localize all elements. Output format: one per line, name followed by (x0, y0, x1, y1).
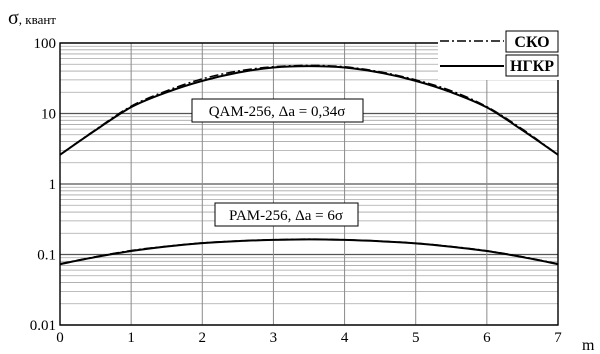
x-tick-label: 1 (127, 330, 135, 346)
annotation-qam: QAM-256, Δa = 0,34σ (191, 98, 364, 123)
annotation-pam-box (214, 202, 359, 227)
plot-border (59, 42, 559, 326)
annotation-qam-text: QAM-256, Δa = 0,34σ (209, 104, 346, 120)
y-axis-label: σ, квант (8, 7, 56, 29)
legend: СКО НГКР (438, 30, 592, 80)
x-tick-label: 3 (270, 330, 278, 346)
y-tick-label: 1 (49, 177, 57, 193)
series-ngkr-line-qam-256 (59, 65, 559, 156)
annotation-pam-text: PAM-256, Δa = 6σ (229, 208, 343, 224)
y-tick-label: 0.01 (30, 318, 56, 334)
x-tick-label: 2 (199, 330, 207, 346)
plot-frame (59, 42, 559, 326)
annotation-pam: PAM-256, Δa = 6σ (214, 202, 359, 227)
minor-grid (60, 45, 558, 305)
x-tick-label: 0 (56, 330, 64, 346)
y-tick-label: 0.1 (37, 248, 56, 264)
x-axis-label: m (582, 337, 595, 354)
series-layer (59, 64, 559, 266)
legend-ngkr-box (505, 54, 559, 77)
legend-sko-box (505, 30, 559, 53)
x-tick-label: 5 (412, 330, 420, 346)
x-tick-label: 7 (554, 330, 562, 346)
y-tick-label: 10 (41, 107, 56, 123)
y-tick-label: 100 (34, 36, 57, 52)
x-tick-labels: 0 1 2 3 4 5 6 7 (56, 330, 562, 346)
annotation-qam-box (191, 98, 364, 123)
series-ngkr-line-pam-256 (59, 238, 559, 266)
y-axis-symbol: σ (8, 7, 19, 29)
legend-ngkr-label: НГКР (510, 58, 554, 75)
y-tick-labels: 0.01 0.1 1 10 100 (30, 36, 56, 334)
x-tick-label: 4 (341, 330, 349, 346)
legend-sko-label: СКО (514, 34, 549, 51)
y-axis-unit: , квант (19, 12, 57, 27)
x-tick-label: 6 (483, 330, 491, 346)
